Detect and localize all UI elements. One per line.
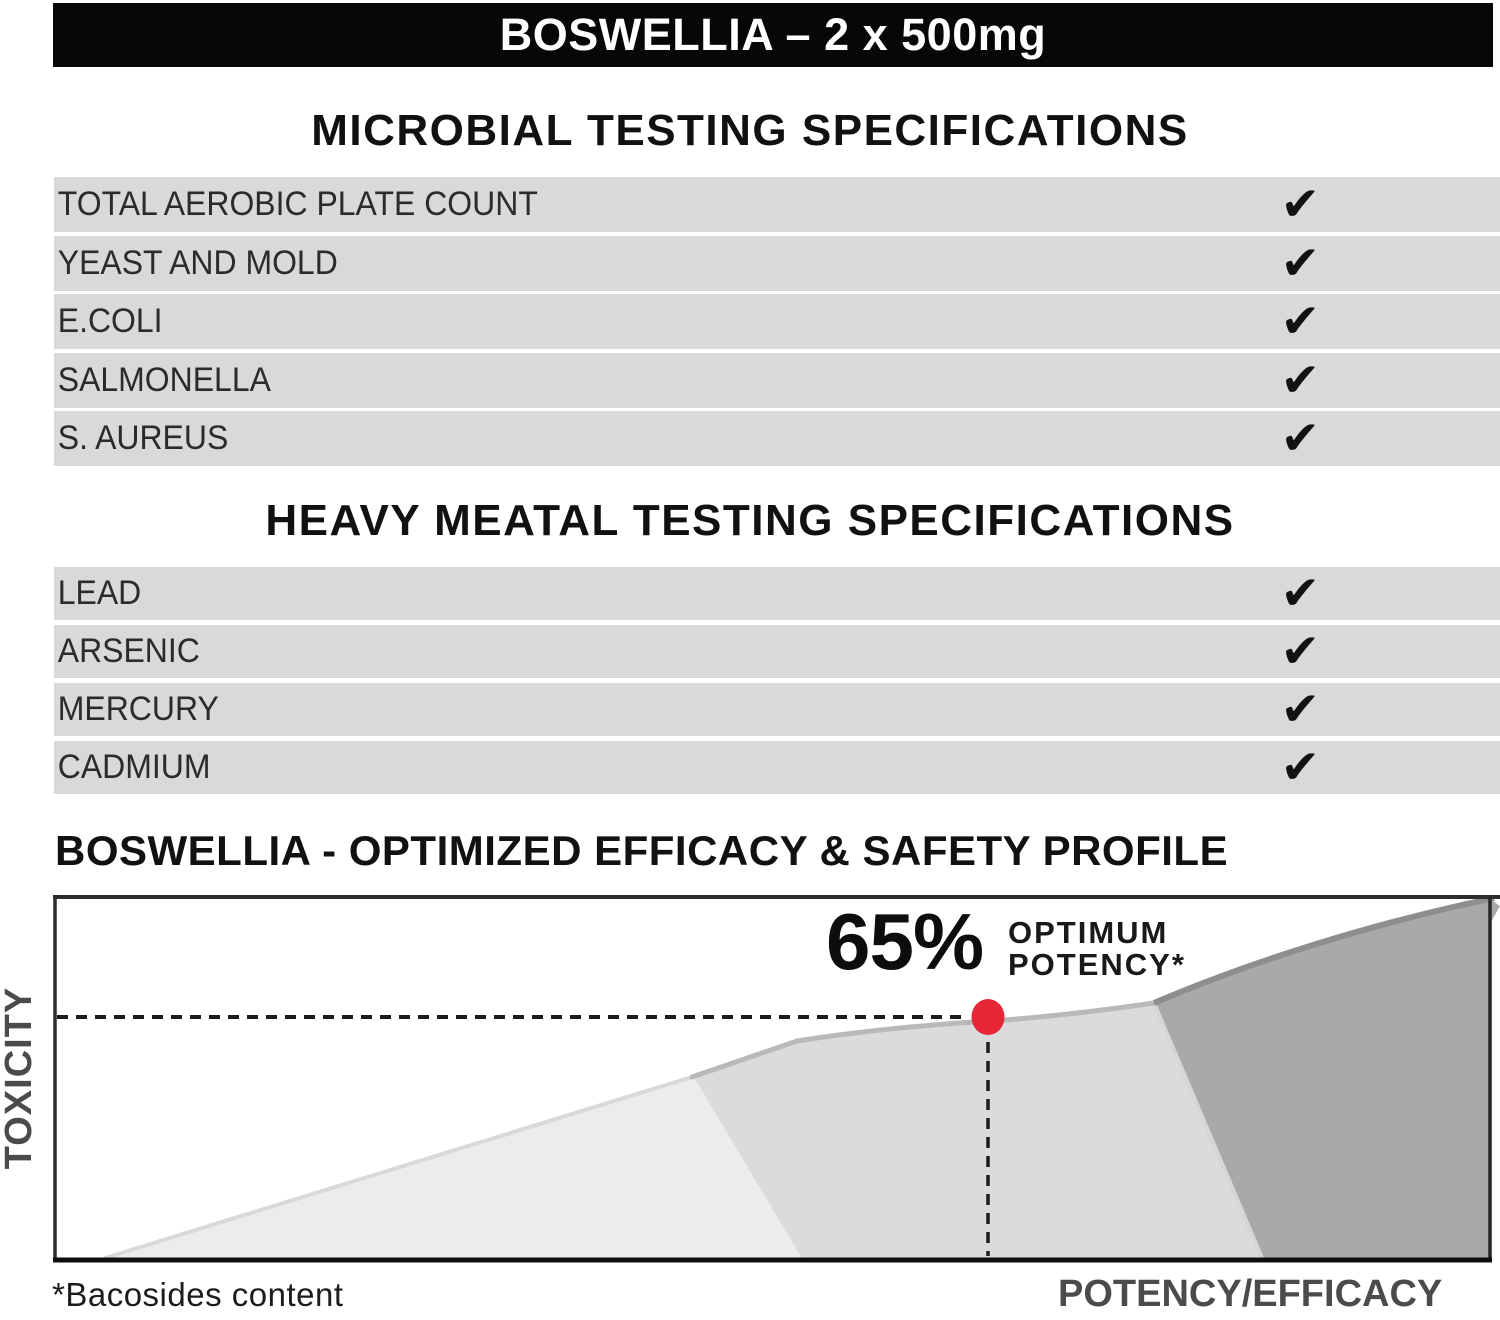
check-icon: ✔ [1280,740,1320,795]
product-title: BOSWELLIA – 2 x 500mg [499,9,1047,60]
spec-row-ecoli: E.COLI ✔ [54,294,1500,349]
chart-title: BOSWELLIA - OPTIMIZED EFFICACY & SAFETY … [55,827,1229,874]
curve-stroke-light [103,1075,694,1260]
spec-label: TOTAL AEROBIC PLATE COUNT [57,185,538,223]
optimum-percentage: 65% [826,897,984,986]
spec-label: E.COLI [57,302,163,340]
chart-segment-high [1154,899,1500,1258]
spec-label: MERCURY [57,690,219,728]
spec-label: ARSENIC [57,632,200,670]
spec-label: LEAD [57,574,142,612]
microbial-heading: MICROBIAL TESTING SPECIFICATIONS [311,106,1189,155]
spec-row-total-aerobic-plate-count: TOTAL AEROBIC PLATE COUNT ✔ [54,177,1500,232]
x-axis-label: POTENCY/EFFICACY [1058,1273,1443,1315]
check-icon: ✔ [1280,177,1320,232]
optimum-label-line1: OPTIMUM [1008,915,1169,950]
chart-footnote: *Bacosides content [52,1276,344,1313]
chart-segment-low [105,1077,800,1258]
product-header-bar: BOSWELLIA – 2 x 500mg [53,3,1493,67]
spec-row-lead: LEAD ✔ [54,566,1500,621]
spec-row-cadmium: CADMIUM ✔ [54,740,1500,795]
check-icon: ✔ [1280,411,1320,466]
chart-segment-mid [692,1003,1262,1258]
y-axis-label: TOXICITY [0,986,40,1170]
optimum-point-marker [971,999,1005,1035]
spec-label: YEAST AND MOLD [57,244,338,282]
curve-stroke-dark [1152,895,1495,1006]
check-icon: ✔ [1280,294,1320,349]
spec-row-yeast-and-mold: YEAST AND MOLD ✔ [54,236,1500,291]
spec-row-s-aureus: S. AUREUS ✔ [54,411,1500,466]
check-icon: ✔ [1280,682,1320,737]
heavy-metal-heading: HEAVY MEATAL TESTING SPECIFICATIONS [265,496,1235,545]
spec-label: S. AUREUS [57,419,229,457]
check-icon: ✔ [1280,353,1320,408]
segment-boundary-low-mid [690,1076,802,1259]
spec-label: SALMONELLA [57,361,271,399]
spec-row-salmonella: SALMONELLA ✔ [54,353,1500,408]
check-icon: ✔ [1280,236,1320,291]
check-icon: ✔ [1280,566,1320,621]
optimum-potency-label: OPTIMUM POTENCY* [1008,917,1186,981]
optimum-label-line2: POTENCY* [1008,947,1186,982]
segment-boundary-mid-high [1152,1002,1264,1259]
spec-row-mercury: MERCURY ✔ [54,682,1500,737]
check-icon: ✔ [1280,624,1320,679]
spec-label: CADMIUM [57,748,211,786]
spec-row-arsenic: ARSENIC ✔ [54,624,1500,679]
